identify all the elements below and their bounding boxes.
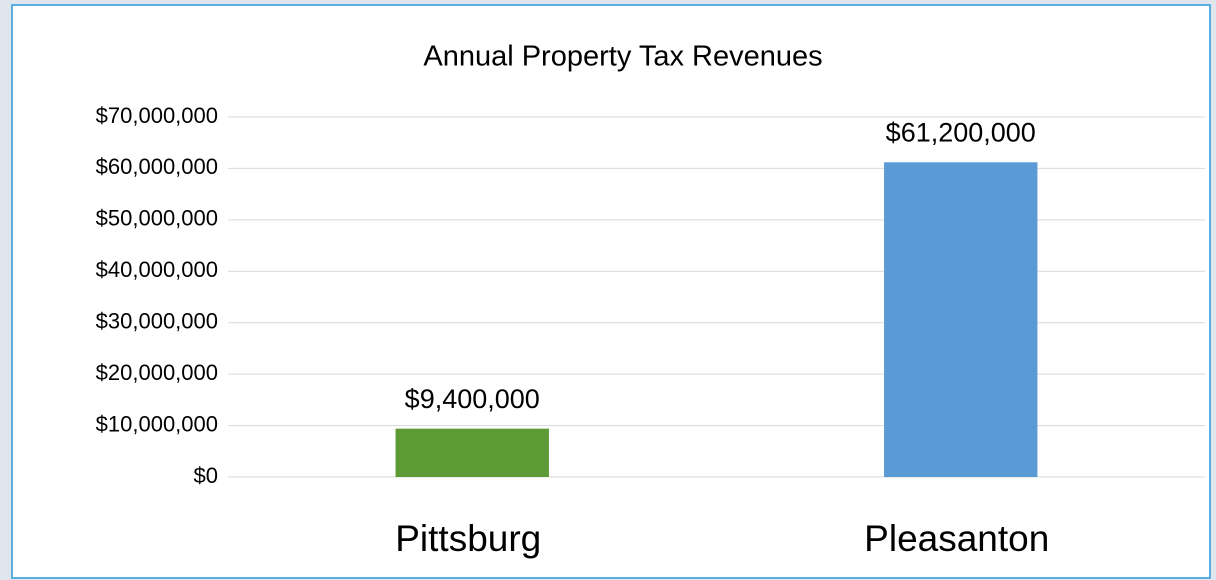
y-tick-label: $50,000,000	[96, 206, 218, 231]
x-tick-label: Pleasanton	[864, 518, 1049, 559]
y-tick-label: $20,000,000	[96, 360, 218, 385]
y-tick-label: $0	[194, 463, 218, 488]
bar	[884, 162, 1038, 477]
data-label: $61,200,000	[886, 117, 1036, 147]
y-tick-label: $60,000,000	[96, 154, 218, 179]
x-tick-label: Pittsburg	[395, 518, 541, 559]
bar	[395, 428, 549, 477]
y-tick-label: $30,000,000	[96, 309, 218, 334]
y-tick-label: $40,000,000	[96, 257, 218, 282]
y-tick-label: $10,000,000	[96, 411, 218, 436]
data-label: $9,400,000	[405, 384, 540, 414]
chart-title: Annual Property Tax Revenues	[423, 41, 822, 73]
y-tick-label: $70,000,000	[96, 103, 218, 128]
